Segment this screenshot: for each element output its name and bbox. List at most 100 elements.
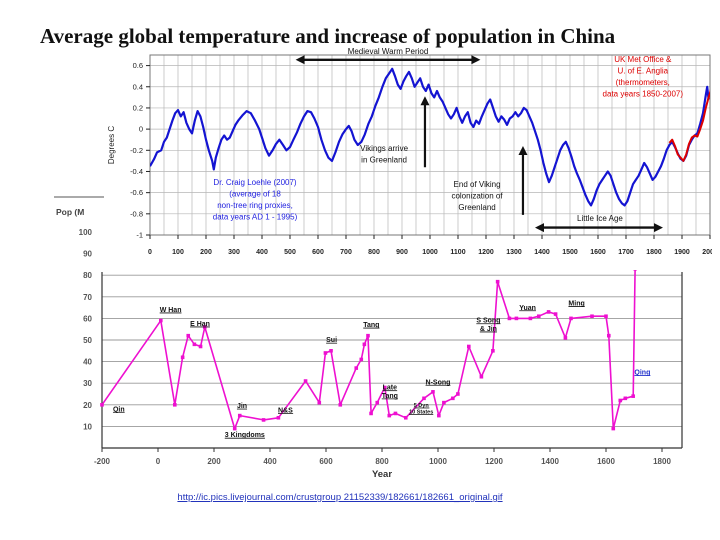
population-point-marker	[631, 394, 635, 398]
population-point-marker	[359, 357, 364, 362]
pop-y-tick-label: 20	[83, 401, 92, 410]
era-label-text: N&S	[278, 407, 293, 414]
annotation-little-ice-age: Little Ice Age	[535, 214, 663, 233]
annotation-text: (thermometers,	[616, 78, 670, 87]
era-label-text: Jin	[237, 403, 247, 410]
pop-y-tick-label: 10	[83, 422, 92, 431]
annotation-text: Vikings arrive	[360, 144, 408, 153]
temp-x-tick-label: 1900	[674, 249, 690, 256]
population-point-marker	[276, 415, 281, 420]
thermometer-temperature-line	[668, 88, 710, 162]
annotation-medieval-warm-period: Medieval Warm Period	[295, 47, 481, 65]
annotation-loehle-label: Dr. Craig Loehle (2007) (average of 18 non…	[213, 178, 298, 222]
pop-x-axis-title: Year	[372, 469, 392, 480]
population-point-marker	[604, 314, 608, 319]
population-point-marker	[467, 344, 471, 349]
era-label-text: Qing	[634, 370, 650, 377]
population-point-marker	[317, 400, 322, 405]
population-point-marker	[173, 403, 177, 407]
population-point-marker	[387, 413, 392, 418]
source-link[interactable]: http://ic.pics.livejournal.com/crustgrou…	[177, 492, 503, 503]
proxy-temperature-line	[150, 67, 710, 207]
population-point-marker	[618, 398, 623, 403]
population-point-marker	[546, 310, 551, 314]
era-label-text: E Han	[190, 321, 210, 328]
temp-x-tick-label: 1300	[506, 249, 522, 256]
population-point-marker	[563, 336, 568, 340]
pop-y-tick-label: 30	[83, 379, 92, 388]
pop-x-tick-label: 1400	[541, 457, 559, 466]
population-point-marker	[338, 403, 343, 407]
population-point-marker	[369, 411, 373, 416]
temp-x-tick-label: 1400	[534, 249, 550, 256]
era-label-qing: Qing	[634, 370, 651, 377]
population-point-marker	[431, 390, 435, 394]
era-label-text: S Song	[476, 318, 500, 325]
annotation-text: non-tree ring proxies,	[217, 201, 293, 210]
temp-x-tick-label: 500	[284, 249, 296, 256]
pop-x-tick-label: 1800	[653, 457, 671, 466]
era-label-text: Tang	[363, 322, 379, 329]
annotation-end-viking-colonization: End of Viking colonization of Greenland	[451, 146, 528, 215]
era-label-jin: Jin	[236, 403, 248, 410]
population-point-marker	[451, 396, 455, 401]
temp-y-tick-label: 0.2	[133, 103, 143, 112]
temp-x-tick-label: 800	[368, 249, 380, 256]
era-label-text: W Han	[160, 307, 182, 314]
annotation-vikings-arrive: Vikings arrive in Greenland	[360, 96, 430, 168]
population-point-marker	[442, 400, 446, 405]
era-label-tang: Tang	[363, 322, 380, 329]
arrowhead-icon	[518, 146, 528, 156]
era-label-ming: Ming	[568, 300, 585, 307]
population-point-marker	[323, 351, 328, 355]
temp-x-tick-label: 200	[200, 249, 212, 256]
era-label-n-song: N-Song	[425, 379, 451, 386]
era-label-text: Late	[383, 385, 398, 392]
pop-axes: -200 0 200 400 600 800 1000 1200 1400 1600 1800Yea…	[79, 228, 683, 480]
pop-y-tick-label: 60	[83, 314, 92, 323]
annotation-text: Medieval Warm Period	[348, 47, 429, 56]
arrowhead-icon	[535, 223, 544, 233]
temp-y-tick-label: 0.4	[133, 82, 143, 91]
era-label-text: 5 Dyn	[414, 403, 430, 409]
population-point-marker	[366, 333, 370, 338]
temp-y-tick-label: 0	[139, 125, 143, 134]
temp-axes: 0 100 200 300 400 500 600 700 800 900 1000 1100 1200…	[107, 61, 712, 256]
annotation-text: (average of 18	[229, 190, 281, 199]
population-point-marker	[437, 413, 441, 418]
temp-y-tick-label: -0.4	[130, 167, 143, 176]
pop-y-tick-label: 90	[83, 250, 92, 259]
population-point-marker	[303, 379, 308, 383]
population-point-marker	[514, 316, 519, 321]
pop-y-axis-title: Pop (M	[56, 207, 84, 217]
pop-y-tick-label: 50	[83, 336, 92, 345]
population-point-marker	[507, 316, 512, 321]
temperature-chart: 0 100 200 300 400 500 600 700 800 900 1000 1100 1200…	[107, 47, 712, 256]
era-label-text: N-Song	[426, 379, 451, 386]
era-label-n-s: N&S	[278, 407, 294, 414]
population-point-marker	[569, 316, 573, 321]
pop-x-tick-label: 800	[375, 457, 389, 466]
population-point-marker	[329, 349, 333, 353]
population-point-marker	[528, 316, 533, 321]
population-point-marker	[623, 396, 628, 401]
population-point-marker	[393, 411, 398, 416]
population-point-marker	[261, 418, 266, 422]
temp-x-tick-label: 100	[172, 249, 184, 256]
population-point-marker	[491, 349, 495, 353]
population-point-marker	[633, 270, 637, 271]
pop-x-tick-label: 200	[207, 457, 221, 466]
annotation-text: UK Met Office &	[614, 55, 672, 64]
population-point-marker	[375, 400, 380, 405]
pop-x-tick-label: 0	[156, 457, 161, 466]
pop-y-tick-label: 70	[83, 293, 92, 302]
population-point-marker	[354, 366, 359, 370]
pop-y-tick-label: 100	[79, 228, 93, 237]
era-label-yuan: Yuan	[519, 305, 536, 312]
annotation-text: colonization of	[451, 192, 503, 201]
era-label-qin: Qin	[112, 406, 125, 413]
pop-x-tick-label: 1600	[597, 457, 615, 466]
pop-gridlines	[102, 274, 682, 427]
